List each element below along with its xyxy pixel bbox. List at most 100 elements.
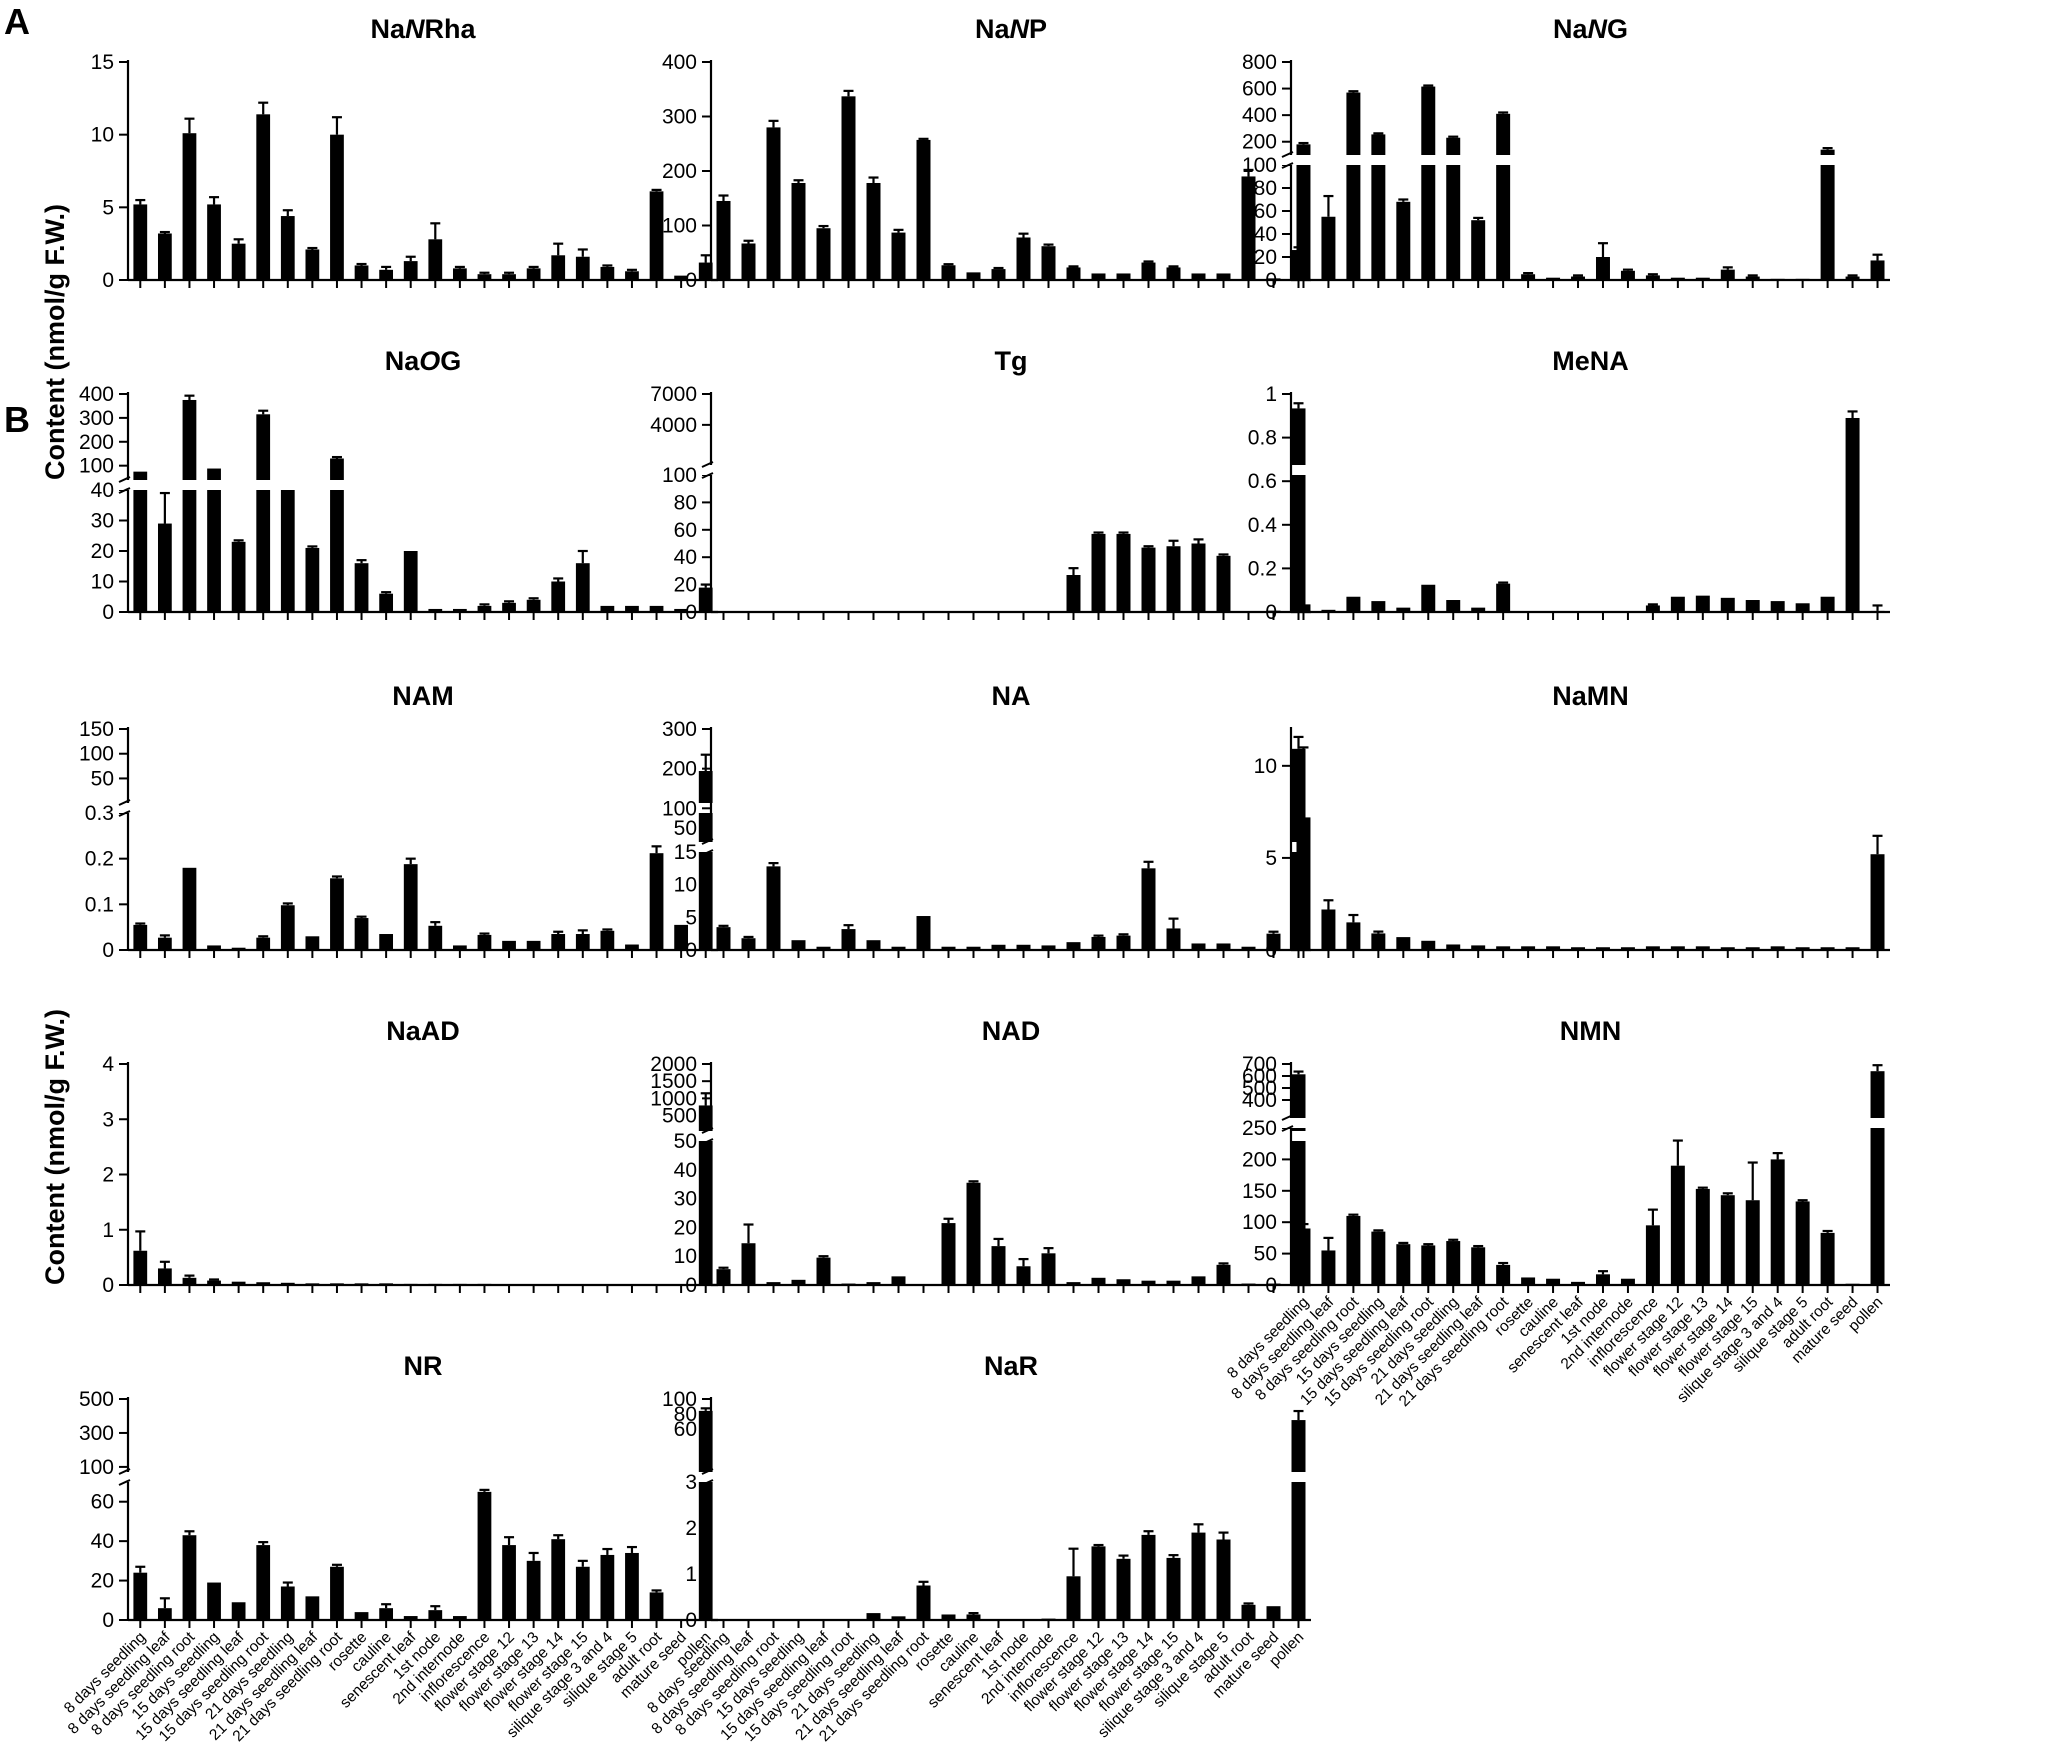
panel-naad-bar-15-days-seedling-leaf: [231, 1281, 246, 1285]
panel-nanp-bar-8-days-seedling: [716, 200, 731, 280]
panel-tg-bar-flower-stage-13: [1116, 533, 1131, 612]
panel-nanrha-bar-21-days-seedling-root: [330, 134, 344, 280]
panel-naad-bar-rosette: [354, 1283, 369, 1285]
panel-namn-bar-silique-stage-5: [1795, 947, 1810, 950]
panel-na-bar-21-days-seedling-root: [916, 916, 931, 950]
panel-nanrha-bar-21-days-seedling: [280, 216, 295, 280]
panel-nr-bar-flower-stage-14: [551, 1539, 566, 1620]
panel-nanp-y-tick-label-0-4: 400: [662, 51, 697, 74]
panel-nad-bar-21-days-seedling-leaf: [891, 1276, 906, 1285]
panel-nanrha-bar-1st-node: [428, 239, 443, 280]
panel-namn-bar-8-days-seedling-root: [1346, 922, 1361, 950]
panel-nam-y-tick-label-1-0: 50: [91, 767, 114, 790]
panel-na-y-tick-label-0-3: 15: [674, 841, 697, 864]
panel-naog-bar-adult-root: [649, 605, 664, 612]
panel-mena-bar-8-days-seedling: [1296, 604, 1311, 612]
panel-nad-bar-21-days-seedling: [866, 1282, 881, 1285]
panel-nar-title: NaR: [984, 1351, 1038, 1381]
panel-nam-y-tick-label-0-2: 0.2: [85, 848, 114, 871]
panel-naad-bar-8-days-seedling-leaf: [157, 1268, 172, 1285]
panel-nad-bar-inflorescence: [1066, 1282, 1081, 1285]
panel-nar-bar-2nd-internode: [1041, 1618, 1056, 1620]
panel-namn-bar-mature-seed: [1845, 947, 1860, 950]
panel-mena-bar-15-days-seedling-leaf: [1396, 607, 1411, 612]
panel-naog-bar-senescent-leaf: [403, 551, 418, 612]
panel-nr-bar-15-days-seedling-root: [256, 1545, 271, 1620]
panel-naad-y-tick-label-0-1: 1: [102, 1219, 114, 1242]
panel-mena-title-part-0: MeNA: [1552, 346, 1629, 376]
panel-nmn-title: NMN: [1560, 1016, 1622, 1046]
panel-nr-title-part-0: NR: [404, 1351, 443, 1381]
panel-na-bar-1st-node: [1016, 944, 1031, 950]
panel-naad-bar-1st-node: [428, 1283, 443, 1285]
panel-naog-bar-flower-stage-13: [526, 599, 541, 612]
panel-namn-y-tick-label-0-2: 10: [1254, 755, 1277, 778]
panel-tg-y-tick-label-0-3: 60: [674, 519, 697, 542]
panel-nr-y-tick-label-0-0: 0: [102, 1609, 114, 1632]
panel-nmn-bar-adult-root: [1820, 1232, 1835, 1285]
panel-nar-bar-21-days-seedling-leaf: [891, 1616, 906, 1620]
panel-nad-bar-8-days-seedling-root: [766, 1282, 781, 1285]
panel-nmn-bar-1st-node: [1595, 1274, 1610, 1285]
panel-naad-bar-15-days-seedling: [207, 1280, 221, 1285]
panel-nang-y-tick-label-0-5: 100: [1242, 154, 1277, 177]
panel-namn-title: NaMN: [1552, 681, 1629, 711]
panel-nang-bar-15-days-seedling-leaf: [1396, 201, 1411, 280]
panel-naad-bar-inflorescence: [477, 1283, 492, 1285]
panel-nar-bar-rosette: [941, 1614, 956, 1620]
panel-nanp-bar-cauline: [966, 272, 981, 280]
panel-nam-bar-flower-stage-12: [502, 940, 516, 950]
panel-nanp-title-part-1: N: [1010, 14, 1030, 44]
panel-nam-bar-flower-stage-14: [551, 934, 566, 950]
panel-nr-bar-silique-stage-3-and-4: [600, 1554, 615, 1620]
panel-tg-y-tick-label-1-1: 7000: [650, 383, 697, 406]
panel-naog-y-tick-label-1-2: 300: [79, 407, 114, 430]
panel-nmn-y-tick-label-1-0: 400: [1242, 1089, 1277, 1112]
panel-mena-bar-flower-stage-15: [1745, 600, 1760, 612]
panel-nanp-bar-21-days-seedling-leaf: [891, 232, 906, 280]
panel-nam-bar-8-days-seedling: [133, 924, 148, 950]
panel-nad-bar-mature-seed: [1266, 1283, 1281, 1285]
panel-naad-bar-flower-stage-14: [551, 1284, 566, 1285]
panel-tg-y-tick-label-0-1: 20: [674, 574, 697, 597]
panel-nanrha-bar-rosette: [354, 265, 369, 280]
panel-nanp-y-tick-label-0-0: 0: [685, 269, 697, 292]
panel-nanrha-bar-8-days-seedling-root: [182, 133, 197, 280]
panel-naad-bar-21-days-seedling-leaf: [305, 1283, 320, 1285]
panel-nam-y-tick-label-1-1: 100: [79, 743, 114, 766]
panel-nanp-bar-15-days-seedling: [791, 182, 806, 280]
panel-nmn-bar-cauline: [1546, 1278, 1561, 1285]
panel-naad-bar-21-days-seedling-root: [330, 1283, 344, 1285]
panel-nad-bar-15-days-seedling: [791, 1279, 806, 1285]
panel-nr-bar-adult-root: [649, 1592, 664, 1620]
panel-na-bar-adult-root: [1241, 946, 1256, 950]
panel-nar-bar-flower-stage-13: [1116, 1558, 1131, 1620]
panel-naog-bar-15-days-seedling-leaf: [231, 541, 246, 612]
panel-nmn-bar-silique-stage-5: [1795, 1201, 1810, 1285]
panel-na-bar-rosette: [941, 946, 956, 950]
panel-naog-bar-21-days-seedling: [280, 490, 295, 612]
panel-na-bar-flower-stage-12: [1091, 936, 1106, 950]
panel-nam-y-tick-label-1-2: 150: [79, 718, 114, 741]
panels: NaNRha051015NaNP0100200300400NaNG0204060…: [61, 14, 1892, 1745]
panel-nmn-bar-21-days-seedling: [1446, 1241, 1461, 1285]
panel-naog-y-tick-label-1-1: 200: [79, 431, 114, 454]
panel-mena-bar-21-days-seedling: [1446, 600, 1461, 612]
panel-nang-bar-21-days-seedling-root: [1496, 113, 1511, 280]
panel-nam-bar-silique-stage-3-and-4: [600, 930, 615, 950]
panel-nang-axis-break-mask: [1277, 155, 1892, 165]
panel-naog-y-tick-label-1-3: 400: [79, 383, 114, 406]
panel-naog-axis-break-mark-high: [118, 476, 131, 483]
panel-nad-y-tick-label-0-0: 0: [685, 1274, 697, 1297]
panel-naog-title: NaOG: [385, 346, 462, 376]
panel-nmn-bar-senescent-leaf: [1571, 1281, 1586, 1285]
panel-nanrha-y-tick-label-0-0: 0: [102, 269, 114, 292]
panel-nang-bar-pollen: [1870, 260, 1885, 280]
panel-nr-axis-break-mask: [114, 1472, 720, 1482]
panel-nanrha-bar-pollen: [698, 262, 713, 280]
panel-nar-y-tick-label-1-1: 80: [674, 1403, 697, 1426]
panel-na-y-tick-label-0-0: 0: [685, 939, 697, 962]
panel-nad-y-tick-label-0-5: 50: [674, 1130, 697, 1153]
